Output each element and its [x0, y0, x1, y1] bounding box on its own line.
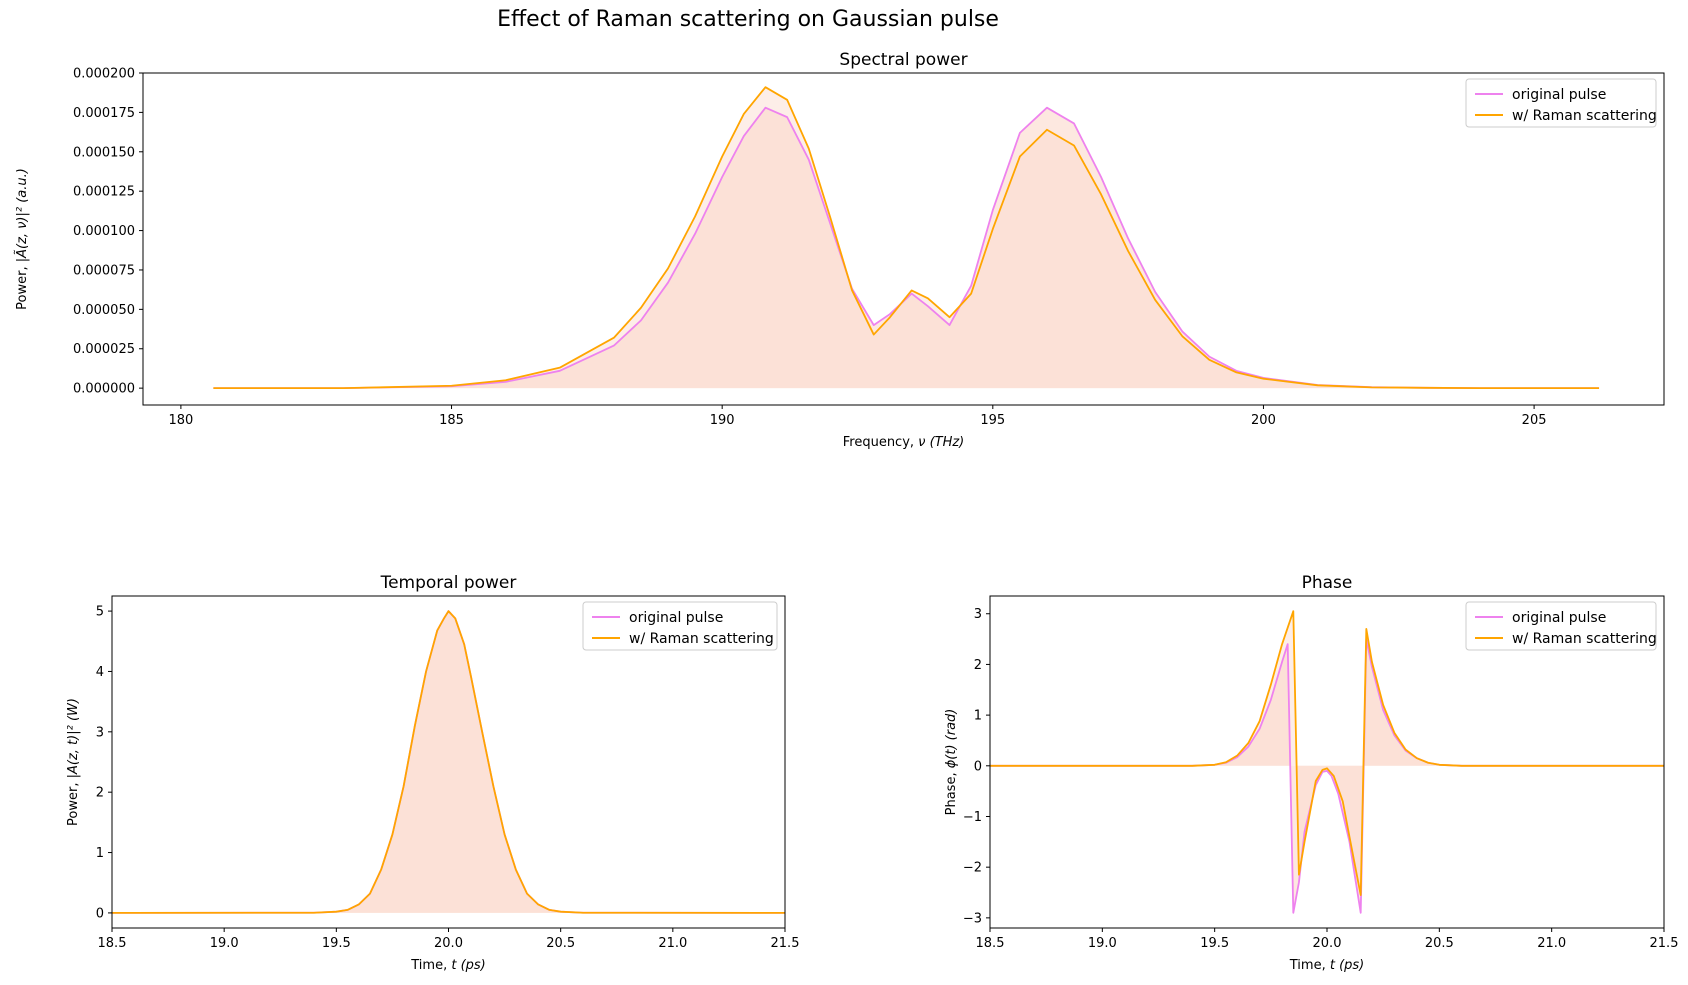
phase-xlabel: Time, t (ps): [1289, 958, 1365, 973]
spectral-ytick-label: 0.000100: [73, 224, 135, 239]
phase-xtick-label: 18.5: [976, 936, 1005, 951]
spectral-ytick-label: 0.000050: [73, 303, 135, 318]
temporal-xtick-label: 20.5: [546, 936, 575, 951]
phase-series-original-line: [990, 638, 1664, 914]
spectral-ytick-label: 0.000125: [73, 185, 135, 200]
phase-title: Phase: [1302, 573, 1353, 593]
spectral-axes-frame: [142, 72, 1665, 406]
spectral-xtick-label: 195: [980, 413, 1005, 428]
phase-legend-label-raman: w/ Raman scattering: [1512, 631, 1657, 647]
phase-ytick-label: −2: [963, 861, 982, 876]
spectral-ytick-label: 0.000025: [73, 342, 135, 357]
phase-legend-label-original: original pulse: [1512, 610, 1606, 626]
temporal-xtick-label: 19.0: [210, 936, 239, 951]
temporal-legend-box: [582, 601, 778, 651]
temporal-xlabel: Time, t (ps): [410, 958, 486, 973]
spectral-series-lines: [213, 86, 1600, 390]
temporal-legend-label-raman: w/ Raman scattering: [629, 631, 774, 647]
phase-xtick-label: 20.5: [1425, 936, 1454, 951]
temporal-ytick-label: 0: [96, 906, 104, 921]
phase-xtick-label: 19.5: [1200, 936, 1229, 951]
phase-ytick-label: 0: [974, 759, 982, 774]
phase-fill-1: [990, 611, 1664, 896]
spectral-fill-0: [213, 107, 1600, 389]
temporal-xtick-label: 18.5: [98, 936, 127, 951]
spectral-title: Spectral power: [839, 50, 967, 70]
spectral-xtick-label: 180: [168, 413, 193, 428]
temporal-fill-areas: [112, 611, 785, 913]
temporal-fill-0: [112, 611, 785, 913]
spectral-ytick-label: 0.000000: [73, 382, 135, 397]
phase-xtick-label: 19.0: [1088, 936, 1117, 951]
spectral-ytick-label: 0.000175: [73, 106, 135, 121]
spectral-ytick-label: 0.000200: [73, 67, 135, 82]
phase-ytick-label: −1: [963, 810, 982, 825]
temporal-ytick-label: 1: [96, 846, 104, 861]
figure-suptitle: Effect of Raman scattering on Gaussian p…: [497, 7, 999, 32]
spectral-xtick-label: 190: [710, 413, 735, 428]
spectral-xtick-label: 205: [1522, 413, 1547, 428]
phase-xtick-label: 20.0: [1313, 936, 1342, 951]
spectral-series-raman-line: [213, 86, 1600, 390]
phase-xtick-label: 21.0: [1537, 936, 1566, 951]
temporal-fill-1: [112, 611, 785, 913]
phase-ytick-label: −3: [963, 911, 982, 926]
spectral-ytick-label: 0.000150: [73, 145, 135, 160]
phase-ytick-label: 1: [974, 709, 982, 724]
spectral-legend-box: [1465, 78, 1657, 128]
phase-legend-box: [1465, 601, 1657, 651]
temporal-xtick-label: 19.5: [322, 936, 351, 951]
spectral-legend-label-original: original pulse: [1512, 87, 1606, 103]
temporal-series-lines: [112, 610, 785, 914]
phase-xtick-label: 21.5: [1650, 936, 1679, 951]
temporal-ytick-label: 4: [96, 665, 104, 680]
phase-fill-areas: [990, 611, 1664, 913]
spectral-xlabel: Frequency, ν (THz): [843, 435, 965, 450]
spectral-ytick-label: 0.000075: [73, 263, 135, 278]
spectral-fill-areas: [213, 87, 1600, 389]
spectral-fill-1: [213, 87, 1600, 389]
phase-fill-0: [990, 639, 1664, 913]
phase-plot: Phase 18.5 19.0 19.5 20.0 20.5 21.0 21.5 −3 −2 −1 0…: [944, 573, 1678, 973]
spectral-series-original-line: [213, 106, 1600, 390]
temporal-ytick-label: 5: [96, 605, 104, 620]
temporal-xtick-label: 21.5: [771, 936, 800, 951]
spectral-legend-label-raman: w/ Raman scattering: [1512, 108, 1657, 124]
spectral-legend: original pulse w/ Raman scattering: [1465, 78, 1657, 128]
phase-legend: original pulse w/ Raman scattering: [1465, 601, 1657, 651]
temporal-legend: original pulse w/ Raman scattering: [582, 601, 778, 651]
temporal-ytick-label: 3: [96, 725, 104, 740]
spectral-power-plot: Spectral power 180 185 190 195 200 205 0.000000…: [14, 50, 1665, 450]
phase-series-lines: [990, 610, 1664, 914]
phase-series-raman-line: [990, 610, 1664, 896]
phase-ytick-label: 3: [974, 607, 982, 622]
phase-ylabel: Phase, ϕ(t) (rad): [944, 709, 959, 816]
temporal-xtick-label: 21.0: [658, 936, 687, 951]
temporal-ytick-label: 2: [96, 786, 104, 801]
phase-ytick-label: 2: [974, 658, 982, 673]
temporal-ylabel: Power, |A(z, t)|² (W): [66, 698, 81, 826]
temporal-xtick-label: 20.0: [434, 936, 463, 951]
spectral-xtick-label: 185: [439, 413, 464, 428]
spectral-xtick-label: 200: [1251, 413, 1276, 428]
temporal-title: Temporal power: [380, 573, 517, 593]
temporal-legend-label-original: original pulse: [629, 610, 723, 626]
spectral-ylabel: Power, |Ã(z, ν)|² (a.u.): [14, 168, 30, 310]
temporal-series-raman-line: [112, 610, 785, 914]
